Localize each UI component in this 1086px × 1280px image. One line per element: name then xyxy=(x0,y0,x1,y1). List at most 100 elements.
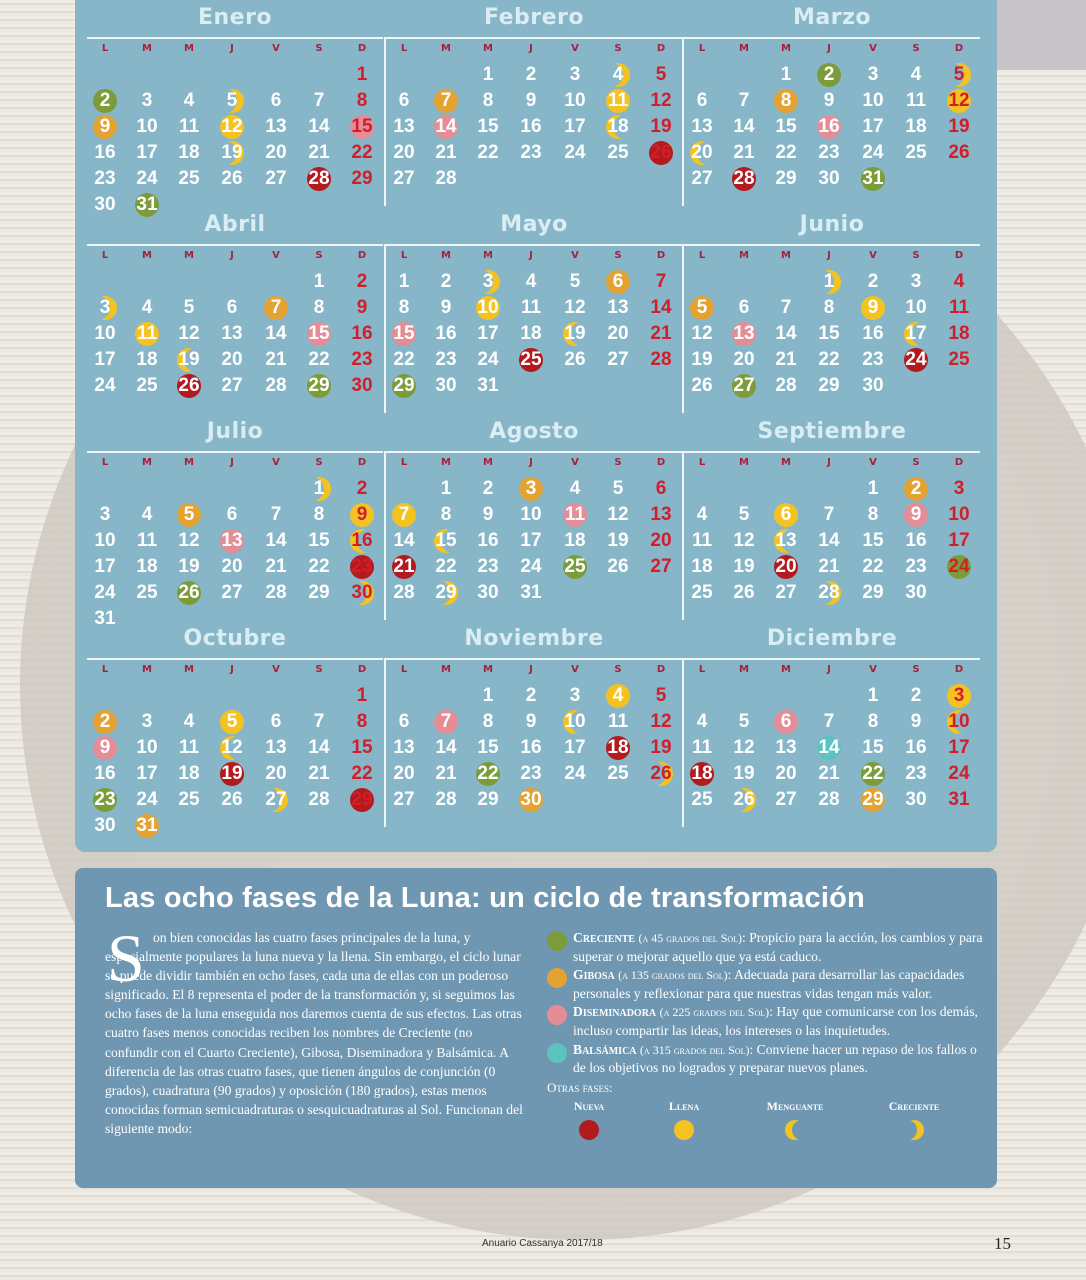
day-number: 4 xyxy=(696,711,708,732)
day-cell: 15 xyxy=(304,322,334,346)
day-number: 7 xyxy=(270,297,282,318)
day-cell: 2 xyxy=(516,63,546,87)
weekday-label: M xyxy=(739,43,749,54)
day-cell: 25 xyxy=(132,374,162,398)
day-number: 26 xyxy=(948,142,970,163)
day-cell: 20 xyxy=(771,762,801,786)
day-cell: 14 xyxy=(261,322,291,346)
weekday-label: M xyxy=(142,664,152,675)
day-cell: 29 xyxy=(858,788,888,812)
day-number: 17 xyxy=(477,323,499,344)
weekday-label: M xyxy=(781,457,791,468)
day-number: 16 xyxy=(94,142,116,163)
day-number: 20 xyxy=(650,530,672,551)
day-number: 2 xyxy=(99,711,111,732)
day-number: 21 xyxy=(818,763,840,784)
day-number: 26 xyxy=(650,763,672,784)
day-cell: 19 xyxy=(174,555,204,579)
day-number: 13 xyxy=(393,116,415,137)
day-cell: 4 xyxy=(687,503,717,527)
day-cell: 30 xyxy=(901,788,931,812)
day-cell: 22 xyxy=(858,762,888,786)
day-cell: 1 xyxy=(473,63,503,87)
moon-phase-nueva-icon xyxy=(649,141,673,165)
day-number: 11 xyxy=(178,116,200,137)
day-cell: 19 xyxy=(174,348,204,372)
day-number: 25 xyxy=(905,142,927,163)
day-number: 26 xyxy=(564,349,586,370)
moon-phase-llena-icon xyxy=(220,115,244,139)
day-number: 8 xyxy=(780,90,792,111)
day-cell: 26 xyxy=(729,788,759,812)
day-cell: 13 xyxy=(389,115,419,139)
day-number: 21 xyxy=(265,349,287,370)
day-number: 11 xyxy=(905,90,927,111)
day-cell: 22 xyxy=(858,555,888,579)
weekday-label: V xyxy=(571,664,579,675)
day-cell: 10 xyxy=(473,296,503,320)
day-cell: 3 xyxy=(901,270,931,294)
day-number: 10 xyxy=(94,530,116,551)
day-number: 23 xyxy=(477,556,499,577)
day-number: 6 xyxy=(696,90,708,111)
weekday-label: J xyxy=(230,43,234,54)
day-cell: 20 xyxy=(771,555,801,579)
day-cell: 6 xyxy=(729,296,759,320)
moon-phase-creciente-icon xyxy=(563,555,587,579)
day-number: 2 xyxy=(910,685,922,706)
weekday-label: V xyxy=(869,250,877,261)
day-cell: 8 xyxy=(347,89,377,113)
day-number: 23 xyxy=(905,556,927,577)
weekday-label: S xyxy=(614,43,622,54)
day-number: 16 xyxy=(520,737,542,758)
day-number: 4 xyxy=(612,64,624,85)
day-number: 8 xyxy=(867,711,879,732)
day-cell: 10 xyxy=(944,503,974,527)
day-cell: 14 xyxy=(814,529,844,553)
day-number: 12 xyxy=(607,504,629,525)
moon-phase-llena-icon xyxy=(392,503,416,527)
day-number: 3 xyxy=(910,271,922,292)
moon-phase-llena-icon xyxy=(861,296,885,320)
moon-phase-gibosa-icon xyxy=(93,115,117,139)
day-number: 25 xyxy=(136,582,158,603)
day-cell: 25 xyxy=(901,141,931,165)
day-number: 22 xyxy=(351,142,373,163)
day-number: 30 xyxy=(477,582,499,603)
day-cell: 11 xyxy=(516,296,546,320)
weekday-label: D xyxy=(357,664,367,675)
day-cell: 26 xyxy=(174,581,204,605)
day-number: 23 xyxy=(520,763,542,784)
day-number: 9 xyxy=(910,711,922,732)
day-cell: 22 xyxy=(347,141,377,165)
day-number: 2 xyxy=(867,271,879,292)
moon-phase-nueva-icon xyxy=(519,348,543,372)
day-number: 11 xyxy=(948,297,970,318)
day-cell: 4 xyxy=(603,684,633,708)
day-cell: 12 xyxy=(646,710,676,734)
day-cell: 19 xyxy=(217,141,247,165)
moon-phase-gibosa-icon xyxy=(177,503,201,527)
day-number: 19 xyxy=(178,349,200,370)
day-cell: 13 xyxy=(603,296,633,320)
day-cell: 5 xyxy=(729,710,759,734)
weekday-label: V xyxy=(272,457,280,468)
day-number: 8 xyxy=(440,504,452,525)
day-cell: 1 xyxy=(347,63,377,87)
day-cell: 13 xyxy=(217,529,247,553)
day-number: 11 xyxy=(607,90,629,111)
day-cell: 15 xyxy=(347,736,377,760)
day-cell: 26 xyxy=(603,555,633,579)
day-number: 12 xyxy=(691,323,713,344)
day-number: 28 xyxy=(733,168,755,189)
day-number: 7 xyxy=(440,711,452,732)
day-number: 12 xyxy=(733,530,755,551)
day-number: 9 xyxy=(356,504,368,525)
day-cell: 16 xyxy=(901,529,931,553)
day-cell: 6 xyxy=(217,503,247,527)
legend-label: Llena xyxy=(668,1099,700,1114)
day-number: 12 xyxy=(650,711,672,732)
day-number: 7 xyxy=(780,297,792,318)
day-number: 24 xyxy=(905,349,927,370)
day-number: 15 xyxy=(818,323,840,344)
